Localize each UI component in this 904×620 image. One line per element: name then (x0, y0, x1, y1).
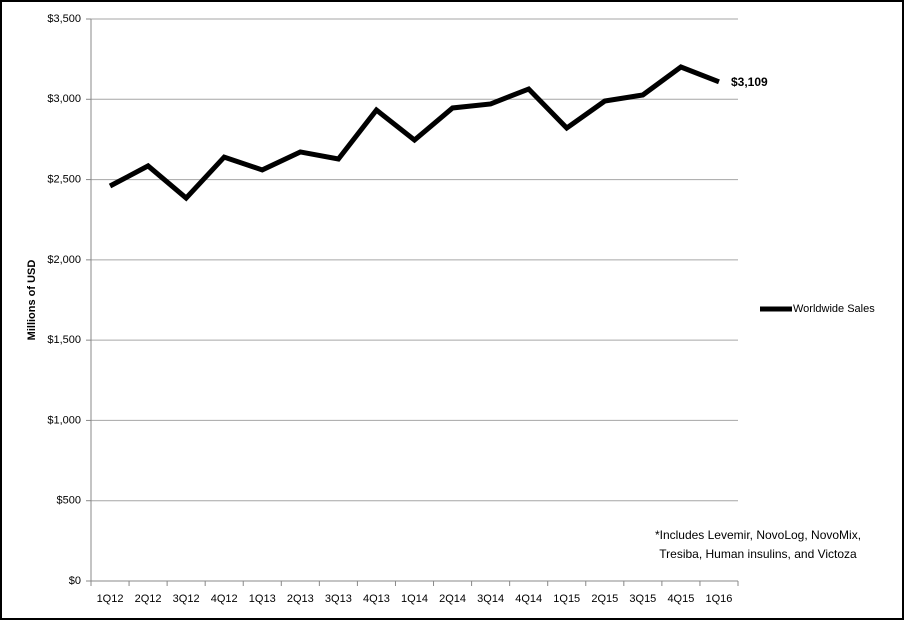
y-tick-label: $500 (57, 495, 81, 507)
x-tick-label: 4Q14 (515, 593, 542, 605)
x-tick-label: 3Q13 (325, 593, 352, 605)
series-line (108, 64, 720, 202)
y-axis-label: Millions of USD (26, 260, 38, 341)
y-tick-label: $3,500 (47, 13, 81, 25)
x-tick-label: 4Q12 (211, 593, 238, 605)
y-tick-label: $1,000 (47, 414, 81, 426)
x-tick-label: 4Q15 (667, 593, 694, 605)
x-tick-label: 1Q14 (401, 593, 428, 605)
y-tick-label: $3,000 (47, 93, 81, 105)
x-tick-label: 3Q14 (477, 593, 504, 605)
x-tick-label: 2Q14 (439, 593, 466, 605)
y-tick-label: $2,000 (47, 254, 81, 266)
x-tick-label: 2Q13 (287, 593, 314, 605)
x-tick-label: 3Q12 (173, 593, 200, 605)
x-tick-label: 3Q15 (629, 593, 656, 605)
x-tick-label: 2Q12 (135, 593, 162, 605)
x-tick-label: 1Q13 (249, 593, 276, 605)
x-tick-label: 4Q13 (363, 593, 390, 605)
x-tick-label: 1Q16 (706, 593, 733, 605)
annotation: *Includes Levemir, NovoLog, NovoMix, (655, 528, 861, 542)
y-tick-label: $1,500 (47, 334, 81, 346)
data-label: $3,109 (731, 75, 768, 89)
x-tick-label: 1Q12 (97, 593, 124, 605)
annotation: Tresiba, Human insulins, and Victoza (659, 547, 857, 561)
legend-label: Worldwide Sales (793, 303, 875, 315)
x-tick-label: 2Q15 (591, 593, 618, 605)
x-tick-label: 1Q15 (553, 593, 580, 605)
y-tick-label: $0 (69, 575, 81, 587)
y-tick-label: $2,500 (47, 173, 81, 185)
